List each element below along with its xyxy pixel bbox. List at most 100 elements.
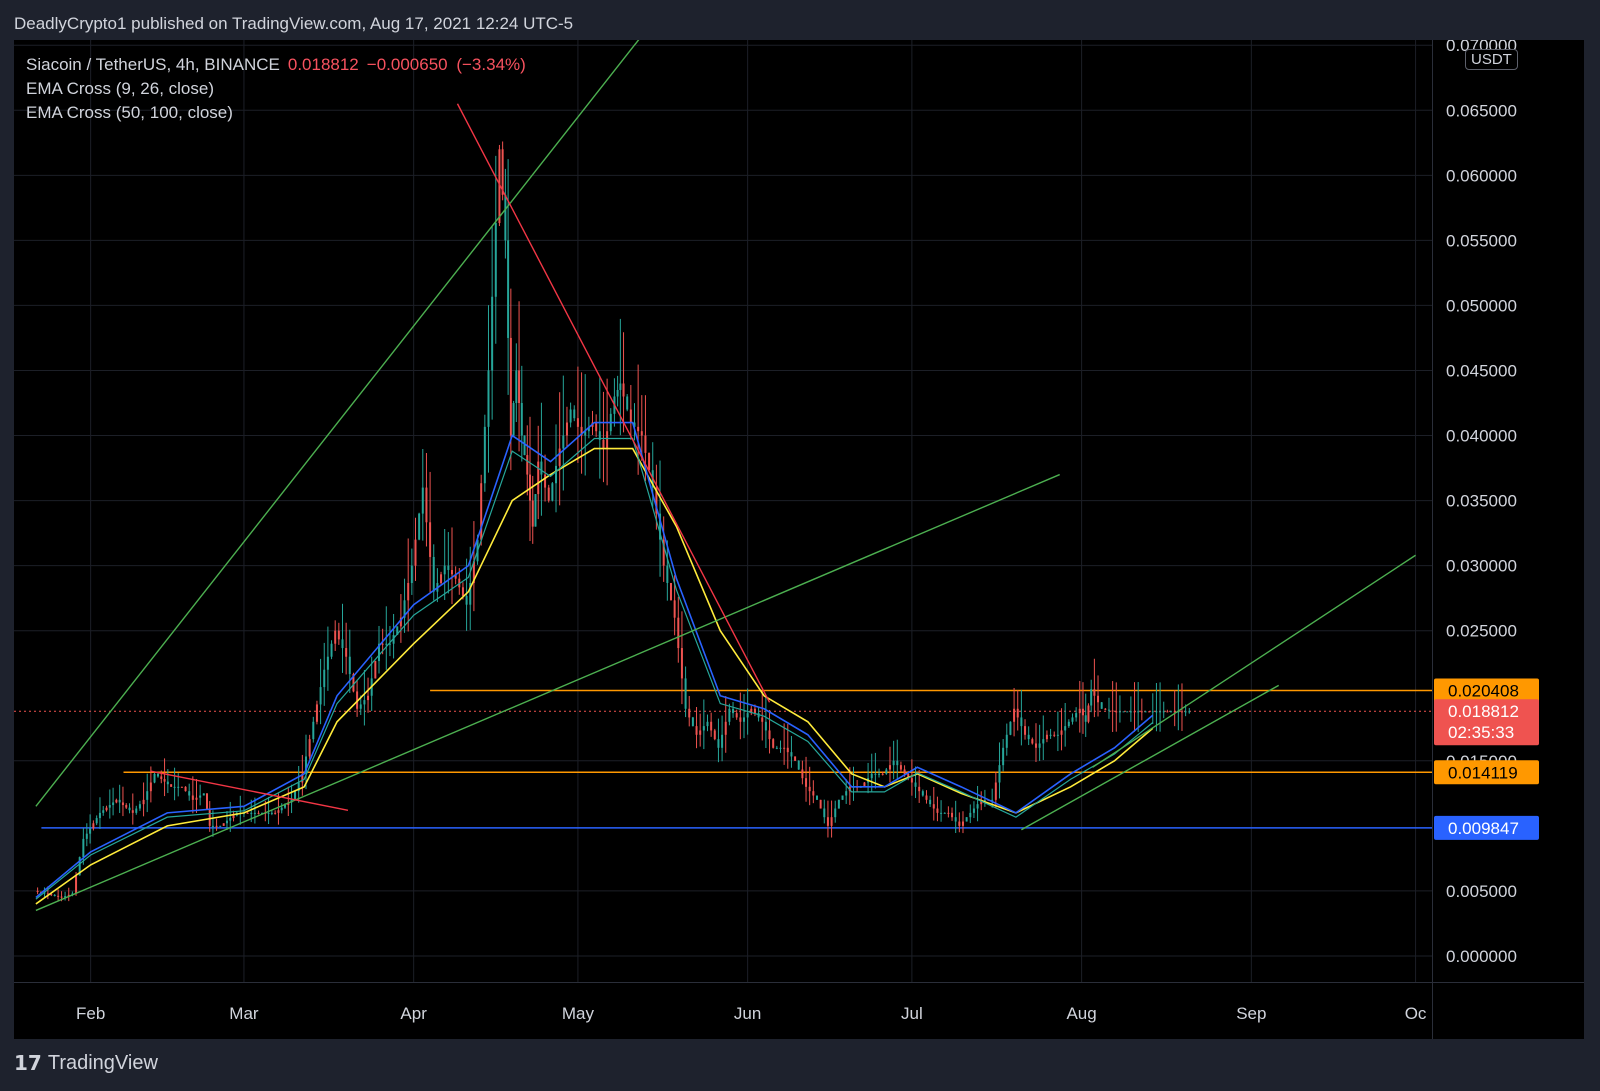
candle-body [222, 823, 225, 826]
candle-body [837, 799, 840, 809]
candle-body [1162, 711, 1165, 713]
candle-body [180, 786, 183, 788]
candle-body [507, 240, 510, 338]
candle-body [1034, 743, 1037, 748]
symbol-label[interactable]: Siacoin / TetherUS, 4h, BINANCE [26, 55, 280, 74]
candle-body [746, 713, 749, 718]
candle-body [163, 779, 166, 782]
candle-body [191, 795, 194, 800]
candle-body [983, 799, 986, 801]
candle-body [1093, 689, 1096, 696]
candle-body [501, 149, 504, 195]
tradingview-brand[interactable]: 17 TradingView [14, 1051, 158, 1075]
candle-body [345, 648, 348, 657]
candle-body [881, 773, 884, 775]
x-tick-label: May [562, 1004, 595, 1023]
last-price-tag-label: 0.018812 [1448, 702, 1519, 721]
candle-body [64, 896, 67, 898]
candle-body [184, 786, 187, 792]
candle-body [1115, 711, 1118, 713]
candle-body [797, 760, 800, 770]
currency-unit-badge[interactable]: USDT [1465, 49, 1518, 70]
candle-body [815, 795, 818, 800]
chart-panel[interactable]: 0.0000000.0050000.0150000.0250000.030000… [14, 40, 1584, 1039]
candle-body [1020, 717, 1023, 727]
trendline-red [150, 770, 349, 811]
candle-body [874, 773, 877, 775]
candle-body [352, 674, 355, 692]
candle-body [823, 808, 826, 818]
candle-body [36, 890, 39, 892]
candle-body [1129, 711, 1132, 713]
trendline-green [35, 473, 1060, 912]
y-tick-label: 0.040000 [1446, 427, 1517, 446]
candle-body [1107, 709, 1110, 711]
candle-body [177, 786, 180, 788]
candle-body [929, 799, 932, 805]
candle-body [1180, 711, 1183, 713]
candle-body [1071, 717, 1074, 722]
candle-body [267, 812, 270, 814]
candle-body [246, 812, 249, 814]
candle-body [323, 669, 326, 688]
candle-body [277, 810, 280, 813]
candle-body [918, 786, 921, 792]
candle-body [447, 565, 450, 570]
x-tick-label: Feb [76, 1004, 105, 1023]
indicator-ema-50-100[interactable]: EMA Cross (50, 100, close) [26, 103, 233, 122]
candle-body [156, 773, 159, 777]
candle-body [294, 791, 297, 800]
candle-body [118, 799, 121, 803]
ema-50-100-line [35, 447, 1154, 905]
candle-body [870, 773, 873, 779]
candle-body [991, 799, 994, 801]
candle-body [1166, 711, 1169, 713]
candle-body [805, 778, 808, 787]
candle-body [425, 487, 428, 523]
candle-body [78, 857, 81, 876]
candle-body [359, 704, 362, 709]
candle-body [410, 565, 413, 583]
candle-body [337, 630, 340, 640]
candle-body [587, 426, 590, 432]
candle-body [450, 569, 453, 575]
candle-body [1188, 711, 1191, 713]
candle-body [688, 708, 691, 718]
level-tag [1434, 760, 1539, 785]
candle-body [250, 812, 253, 814]
candle-body [790, 752, 793, 757]
candle-body [1151, 711, 1154, 713]
candle-body [673, 600, 676, 618]
candle-body [863, 782, 866, 787]
tradingview-logo-icon: 17 [14, 1051, 42, 1075]
plot-area [14, 40, 1432, 982]
candle-body [526, 455, 529, 475]
candle-body [1084, 715, 1087, 722]
candle-body [219, 825, 222, 827]
candle-body [558, 448, 561, 466]
candle-body [648, 452, 651, 471]
price-change-pct: (−3.34%) [456, 55, 526, 74]
trendline-green [35, 40, 640, 807]
candle-body [569, 409, 572, 423]
candle-body [483, 426, 486, 484]
candle-body [121, 802, 124, 806]
candle-body [374, 661, 377, 679]
candle-body [98, 812, 101, 819]
candle-body [146, 791, 149, 800]
level-tag-label: 0.014119 [1448, 763, 1518, 782]
candle-body [270, 812, 273, 814]
x-tick-label: Aug [1066, 1004, 1096, 1023]
candle-body [377, 643, 380, 662]
price-chart[interactable]: 0.0000000.0050000.0150000.0250000.030000… [14, 40, 1584, 1039]
candle-body [142, 799, 145, 805]
candle-body [551, 483, 554, 501]
candle-body [742, 717, 745, 722]
candle-body [969, 812, 972, 818]
ema-9-26-line [35, 421, 1154, 899]
indicator-ema-9-26[interactable]: EMA Cross (9, 26, close) [26, 79, 215, 98]
candle-body [659, 513, 662, 540]
x-tick-label: Oc [1405, 1004, 1427, 1023]
candle-body [504, 194, 507, 241]
candle-body [598, 431, 601, 440]
